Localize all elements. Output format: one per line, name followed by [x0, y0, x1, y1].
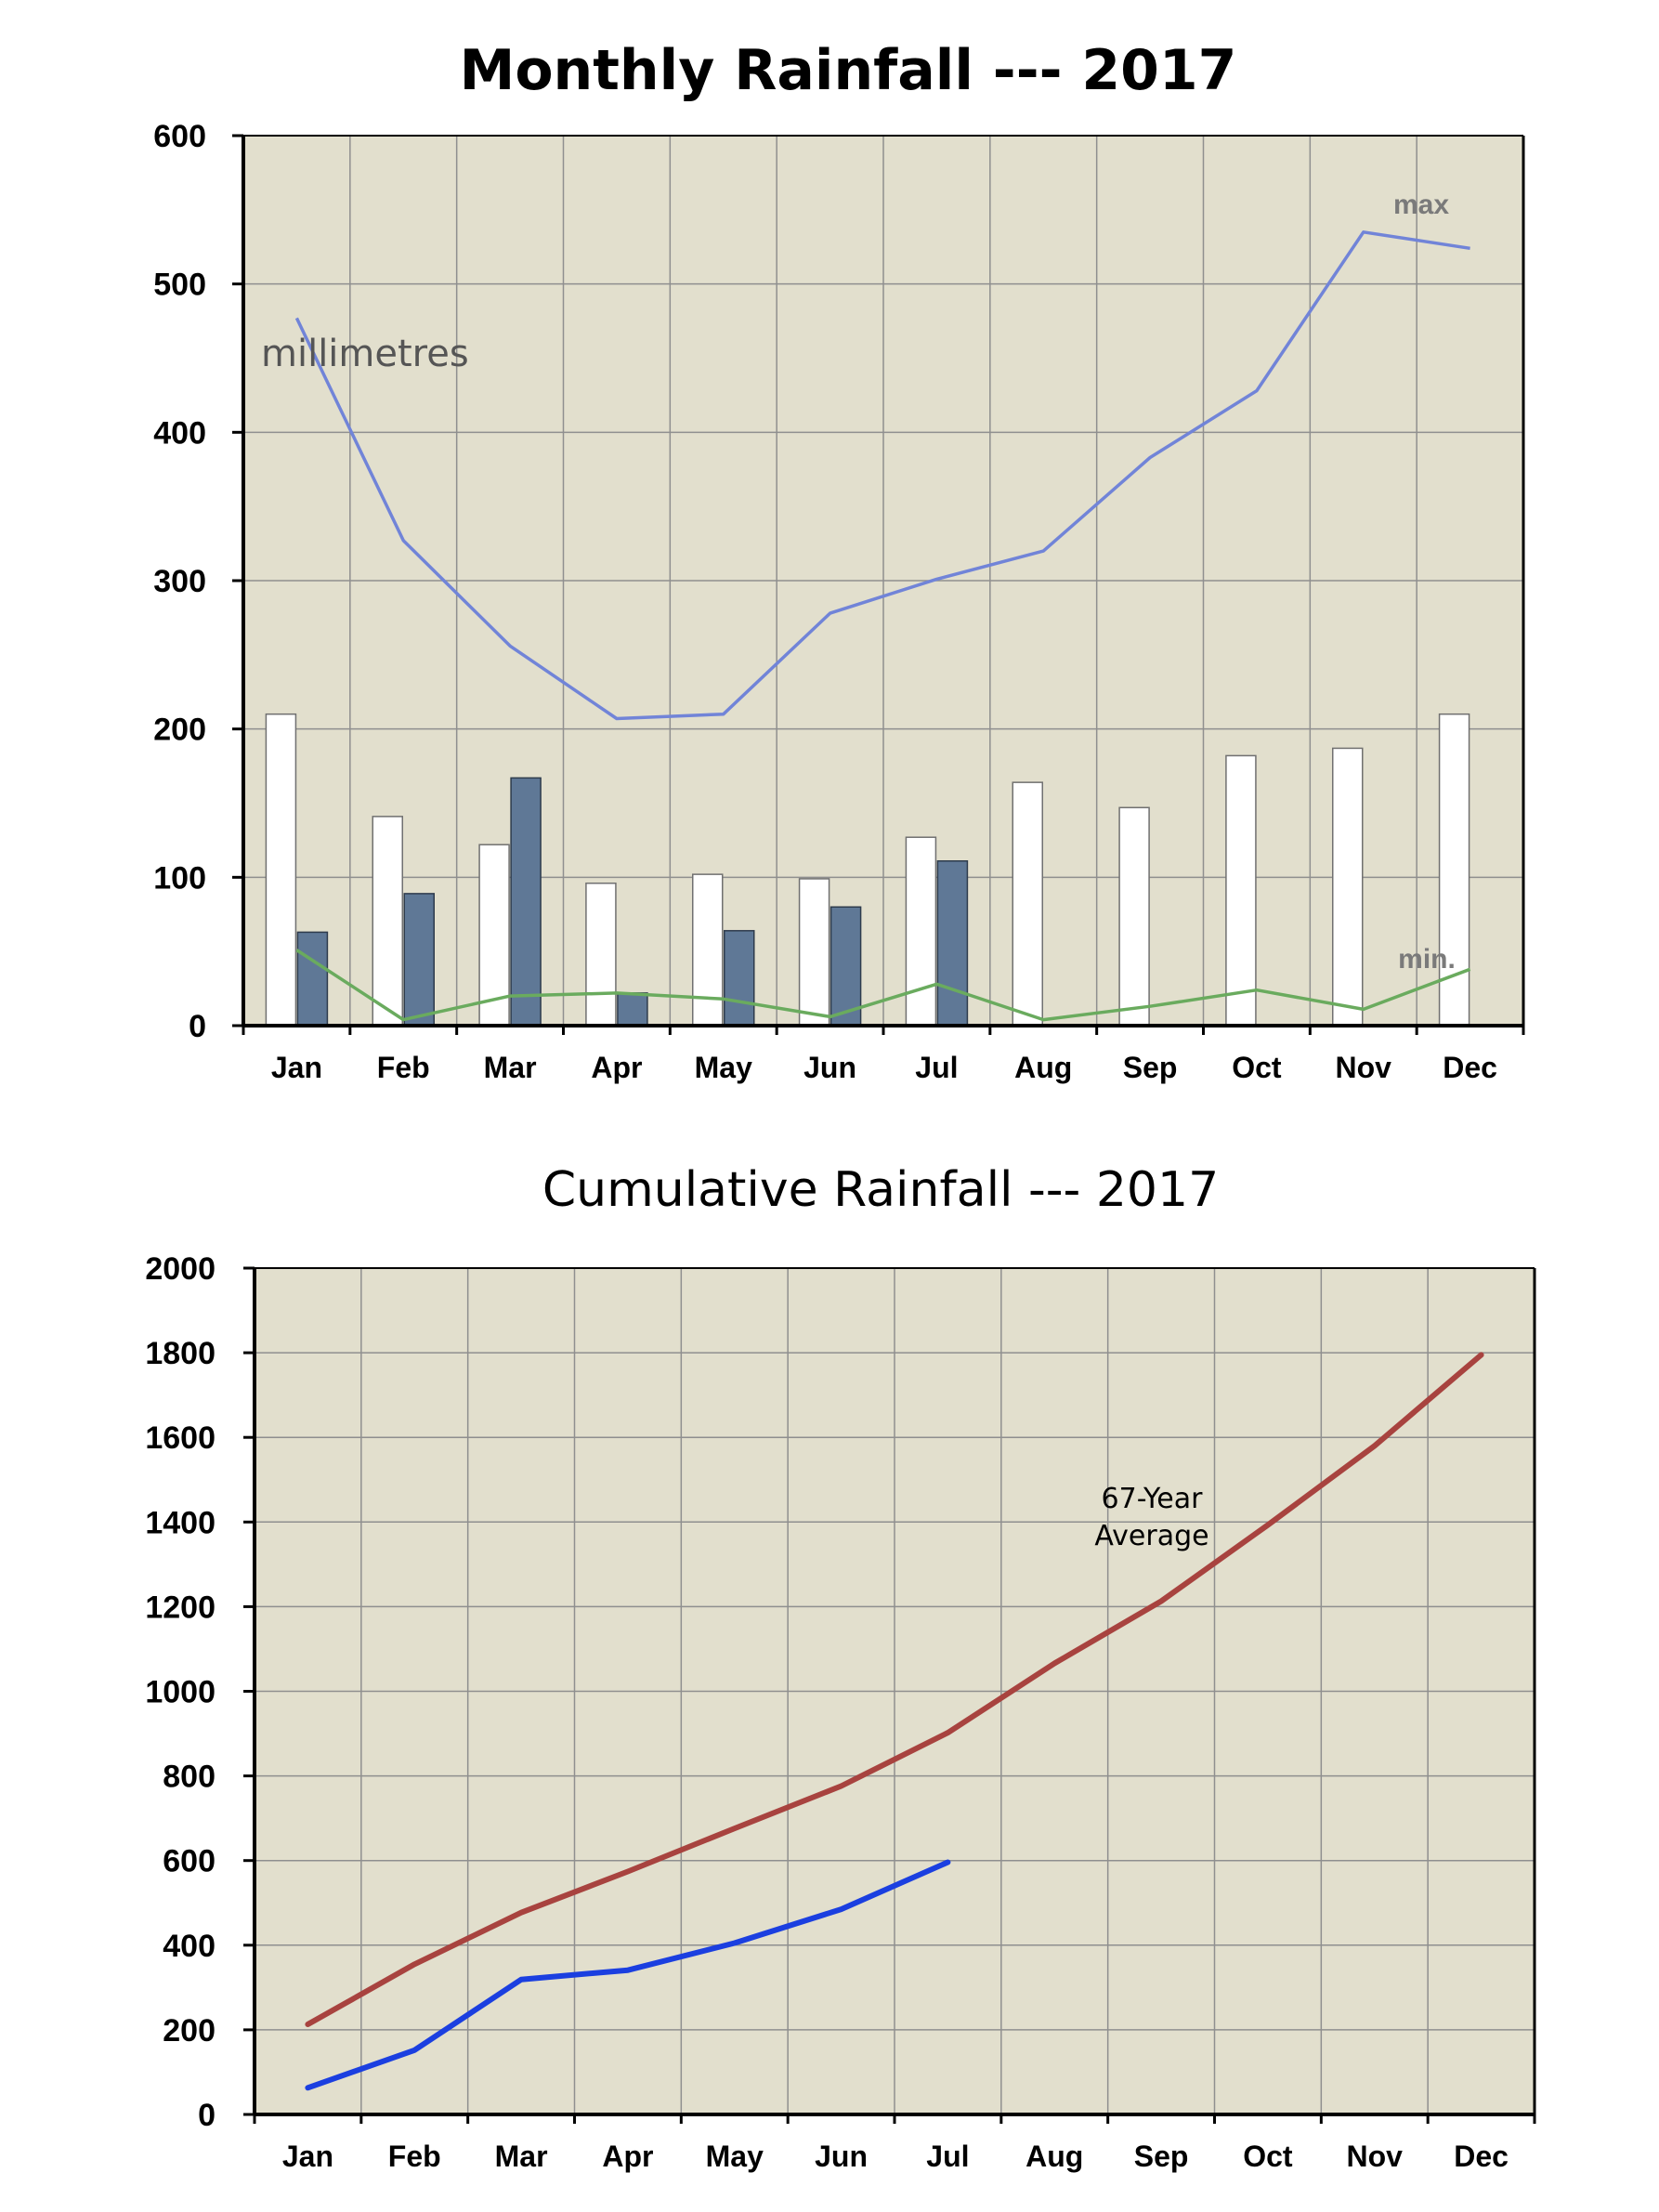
- average-label-line2: Average: [1094, 1520, 1208, 1552]
- series-line: [294, 230, 1470, 721]
- series-line: [305, 1859, 951, 2091]
- chart-title: Cumulative Rainfall --- 2017: [542, 1162, 1219, 1218]
- x-tick-label: Jan: [271, 1051, 322, 1084]
- x-tick-label: Apr: [591, 1051, 642, 1084]
- y-tick-label: 1200: [145, 1590, 216, 1625]
- x-tick-label: Nov: [1347, 2140, 1404, 2173]
- y-tick-label: 0: [198, 2098, 216, 2133]
- bar: [510, 777, 542, 1027]
- bar: [830, 906, 862, 1027]
- x-tick-label: Aug: [1014, 1051, 1072, 1084]
- monthly-rainfall-chart: Monthly Rainfall --- 2017 0 100 200 300 400 50…: [153, 38, 1525, 1084]
- x-tick-label: Oct: [1243, 2140, 1293, 2173]
- chart-title: Monthly Rainfall --- 2017: [460, 38, 1237, 103]
- y-tick-label: 200: [163, 2013, 216, 2048]
- x-tick-label: Mar: [495, 2140, 548, 2173]
- bar: [265, 713, 297, 1027]
- x-tick-label: Jan: [282, 2140, 333, 2173]
- bar: [372, 816, 403, 1027]
- bar: [1225, 754, 1257, 1027]
- bar: [724, 930, 755, 1027]
- x-tick-label: May: [695, 1051, 752, 1084]
- bar: [936, 860, 969, 1027]
- y-tick-label: 800: [163, 1760, 216, 1795]
- y-tick-label: 500: [153, 268, 206, 303]
- x-tick-label: Dec: [1454, 2140, 1509, 2173]
- y-tick-label: 300: [153, 564, 206, 599]
- x-tick-label: Sep: [1134, 2140, 1189, 2173]
- y-tick-label: 400: [163, 1929, 216, 1964]
- y-tick-label: 1600: [145, 1420, 216, 1456]
- y-tick-label: 600: [153, 119, 206, 154]
- bar: [1118, 806, 1150, 1027]
- bar: [798, 878, 830, 1027]
- unit-label: millimetres: [261, 333, 469, 375]
- x-tick-label: May: [706, 2140, 764, 2173]
- x-tick-label: Jun: [815, 2140, 868, 2173]
- cumulative-rainfall-chart: Cumulative Rainfall --- 2017 0 200 400 600 80…: [145, 1162, 1536, 2173]
- bar: [617, 992, 648, 1027]
- x-tick-label: Oct: [1232, 1051, 1282, 1084]
- x-tick-label: Jul: [915, 1051, 958, 1084]
- y-tick-label: 200: [153, 713, 206, 748]
- bar: [403, 893, 435, 1027]
- y-tick-label: 2000: [145, 1251, 216, 1287]
- max-label: max: [1393, 190, 1449, 220]
- bar: [296, 931, 329, 1027]
- x-tick-label: Apr: [602, 2140, 653, 2173]
- x-tick-label: Aug: [1025, 2140, 1083, 2173]
- average-label-line1: 67-Year: [1102, 1483, 1204, 1515]
- min-label: min.: [1398, 944, 1456, 975]
- y-tick-label: 1000: [145, 1675, 216, 1710]
- y-tick-label: 100: [153, 860, 206, 896]
- bar: [585, 882, 617, 1027]
- bar: [478, 844, 510, 1027]
- x-tick-label: Dec: [1443, 1051, 1497, 1084]
- series-line: [305, 1352, 1484, 2027]
- x-tick-label: Feb: [388, 2140, 441, 2173]
- x-tick-label: Nov: [1336, 1051, 1392, 1084]
- y-tick-label: 600: [163, 1844, 216, 1879]
- x-tick-label: Jun: [803, 1051, 856, 1084]
- y-tick-label: 1400: [145, 1505, 216, 1540]
- bar: [692, 873, 724, 1027]
- x-tick-label: Sep: [1123, 1051, 1178, 1084]
- bar: [905, 836, 937, 1027]
- y-tick-label: 1800: [145, 1336, 216, 1371]
- x-tick-label: Mar: [484, 1051, 537, 1084]
- series-line: [295, 949, 1471, 1022]
- y-tick-label: 0: [189, 1009, 206, 1044]
- bar: [1012, 781, 1043, 1027]
- x-tick-label: Jul: [926, 2140, 969, 2173]
- y-tick-label: 400: [153, 415, 206, 451]
- x-tick-label: Feb: [377, 1051, 430, 1084]
- bar: [1332, 747, 1364, 1027]
